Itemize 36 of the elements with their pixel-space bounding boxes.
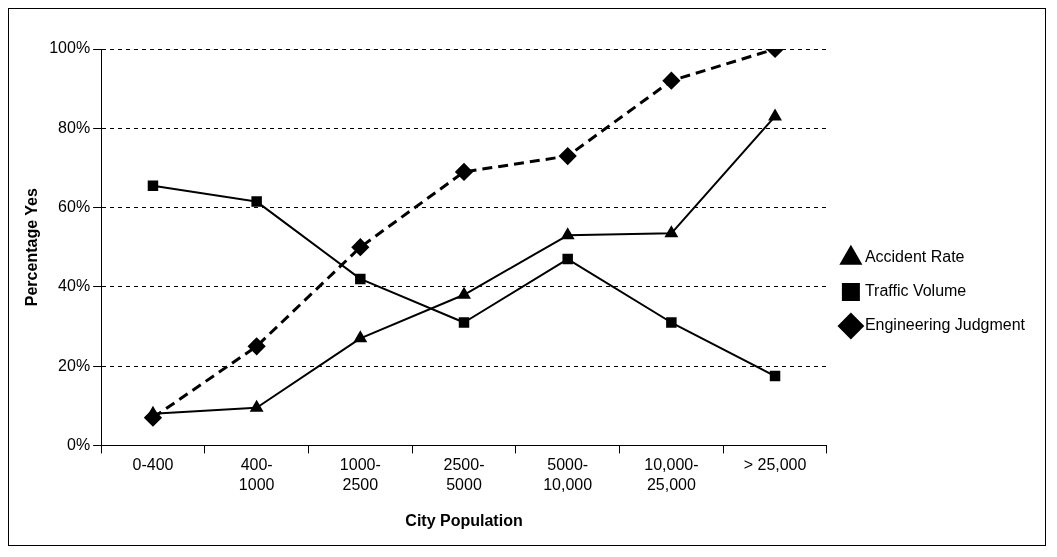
point	[662, 72, 680, 90]
point	[561, 228, 574, 240]
y-tick-label: 60%	[58, 197, 91, 215]
point	[559, 147, 577, 165]
point	[250, 400, 263, 412]
x-tick-label: 10,000-25,000	[644, 456, 699, 493]
point	[147, 180, 159, 191]
x-tick-label: 5000-10,000	[543, 456, 593, 493]
point	[251, 196, 262, 207]
point	[458, 317, 470, 328]
y-axis-title: Percentage Yes	[23, 188, 41, 307]
y-tick-label: 20%	[58, 356, 91, 374]
y-tick-label: 100%	[49, 39, 91, 57]
point	[666, 317, 677, 328]
x-axis-title: City Population	[405, 511, 523, 529]
legend-label: Accident Rate	[864, 248, 965, 266]
legend-label: Traffic Volume	[864, 282, 967, 300]
x-tick-label: 1000-2500	[339, 456, 381, 493]
point	[457, 287, 471, 299]
point	[455, 163, 473, 181]
point	[354, 331, 367, 343]
x-tick-label: 2500-5000	[443, 456, 485, 493]
point	[768, 109, 782, 121]
y-tick-label: 80%	[58, 118, 91, 136]
legend-label: Engineering Judgment	[864, 316, 1026, 334]
point	[769, 370, 781, 382]
x-tick-label: 0-400	[132, 456, 174, 474]
point	[248, 337, 266, 355]
x-tick-label: > 25,000	[743, 456, 807, 474]
point	[351, 238, 369, 256]
point	[562, 253, 573, 265]
y-tick-label: 40%	[58, 277, 91, 295]
point	[665, 226, 678, 238]
point	[355, 273, 366, 285]
x-tick-label: 400-1000	[238, 456, 275, 493]
y-tick-label: 0%	[67, 435, 91, 453]
